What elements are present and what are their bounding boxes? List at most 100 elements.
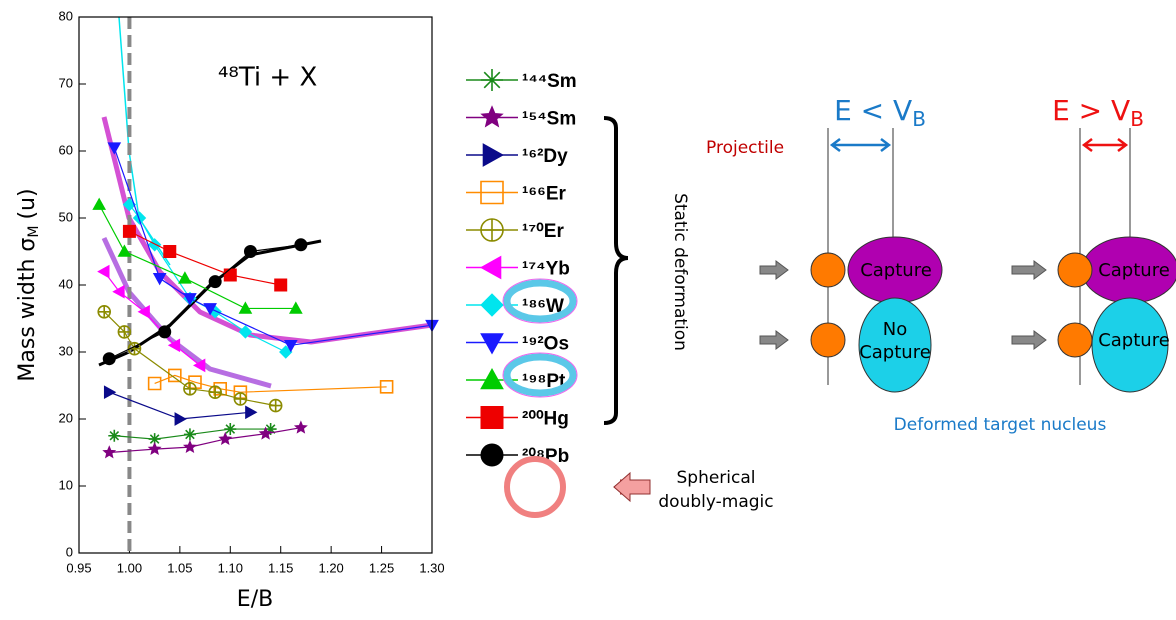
projectile — [811, 253, 845, 287]
data-point — [159, 326, 171, 338]
plot-frame — [79, 17, 432, 553]
capture-label: Capture — [1098, 260, 1170, 281]
beam-arrow — [760, 261, 788, 279]
x-tick-label: 1.05 — [167, 560, 192, 575]
y-tick-label: 30 — [59, 343, 73, 358]
y-label-text: Mass width σ — [15, 238, 40, 382]
data-point — [104, 386, 115, 398]
x-tick-label: 1.10 — [218, 560, 243, 575]
data-point — [108, 430, 120, 442]
data-point — [98, 306, 110, 318]
data-point — [224, 423, 236, 435]
data-point — [184, 383, 196, 395]
beam-arrow — [1012, 261, 1046, 279]
legend-label: ¹⁹²Os — [522, 334, 569, 355]
condition-text: E < V — [834, 94, 912, 127]
spherical-label: Spherical — [676, 468, 755, 488]
legend-marker — [481, 444, 503, 466]
distance-arrow — [1084, 139, 1126, 151]
y-label-unit: (u) — [15, 188, 40, 219]
data-point — [295, 422, 306, 433]
x-tick-label: 0.95 — [66, 560, 91, 575]
arrow — [614, 473, 650, 501]
condition-sub: B — [912, 107, 926, 131]
legend-marker — [481, 257, 501, 279]
legend-marker — [482, 107, 503, 127]
plot — [79, 17, 438, 553]
projectile-label: Projectile — [706, 138, 784, 158]
x-tick-label: 1.25 — [369, 560, 394, 575]
y-tick-label: 70 — [59, 75, 73, 90]
series-line — [129, 205, 285, 352]
legend-marker — [481, 69, 503, 91]
y-label-sub: M — [26, 226, 42, 238]
data-point — [118, 326, 130, 338]
data-point — [175, 413, 186, 425]
data-point — [93, 199, 105, 210]
legend-label: ¹⁴⁴Sm — [522, 71, 577, 92]
data-point — [179, 272, 191, 283]
legend-label: ¹⁶⁶Er — [522, 184, 566, 205]
y-tick-label: 40 — [59, 276, 73, 291]
legend-label: ¹⁵⁴Sm — [522, 109, 576, 130]
data-point — [164, 246, 176, 258]
highlight-ring — [507, 459, 563, 515]
y-tick-label: 50 — [59, 209, 73, 224]
data-point — [123, 225, 135, 237]
condition-text: E > V — [1052, 94, 1130, 127]
x-tick-label: 1.00 — [117, 560, 142, 575]
legend-marker — [481, 334, 503, 354]
y-tick-label: 10 — [59, 477, 73, 492]
data-point — [246, 406, 257, 418]
legend-label: ²⁰⁰Hg — [522, 409, 569, 430]
legend-label: ¹⁶²Dy — [522, 146, 568, 167]
series-line — [114, 148, 432, 346]
target-label: Deformed target nucleus — [894, 415, 1107, 435]
beam-arrow — [1012, 331, 1046, 349]
data-point — [103, 353, 115, 365]
y-tick-label: 80 — [59, 8, 73, 23]
capture-label: No — [883, 319, 907, 340]
projectile — [811, 323, 845, 357]
condition-sub: B — [1130, 107, 1144, 131]
spherical-label: doubly-magic — [658, 492, 773, 512]
figure: ⁴⁸Ti + X E/B Mass width σM (u) ¹⁴⁴Sm ¹⁵⁴Sm… — [0, 0, 1176, 616]
data-point — [184, 428, 196, 440]
data-point — [220, 433, 231, 444]
data-point — [209, 276, 221, 288]
x-tick-label: 1.30 — [419, 560, 444, 575]
legend-marker — [481, 369, 503, 389]
legend-marker — [481, 407, 503, 429]
capture-label: Capture — [1098, 330, 1170, 351]
data-point — [224, 269, 236, 281]
y-tick-label: 60 — [59, 142, 73, 157]
data-point — [184, 441, 195, 452]
condition-below: E < VB — [834, 94, 926, 131]
legend-label: ¹⁷⁴Yb — [522, 259, 570, 280]
capture-label: Capture — [860, 260, 932, 281]
legend: ¹⁴⁴Sm¹⁵⁴Sm¹⁶²Dy¹⁶⁶Er¹⁷⁰Er¹⁷⁴Yb¹⁸⁶W¹⁹²Os¹… — [466, 69, 577, 467]
beam-arrow — [760, 331, 788, 349]
distance-arrow — [832, 139, 889, 151]
capture-label: Capture — [859, 342, 931, 363]
legend-marker — [481, 219, 503, 241]
y-tick-label: 20 — [59, 410, 73, 425]
data-point — [149, 443, 160, 454]
condition-above: E > VB — [1052, 94, 1144, 131]
brace — [604, 118, 628, 423]
data-point — [234, 393, 246, 405]
x-axis-label: E/B — [237, 587, 273, 612]
chart-title: ⁴⁸Ti + X — [218, 63, 317, 93]
x-tick-label: 1.15 — [268, 560, 293, 575]
static-label: Static deformation — [670, 193, 690, 351]
data-point — [104, 447, 115, 458]
projectile — [1058, 253, 1092, 287]
y-tick-label: 0 — [66, 544, 73, 559]
data-point — [134, 212, 146, 224]
data-point — [209, 386, 221, 398]
legend-label: ¹⁷⁰Er — [522, 221, 564, 242]
data-point — [275, 279, 287, 291]
legend-marker — [481, 294, 503, 316]
data-point — [295, 239, 307, 251]
legend-marker — [483, 144, 503, 166]
